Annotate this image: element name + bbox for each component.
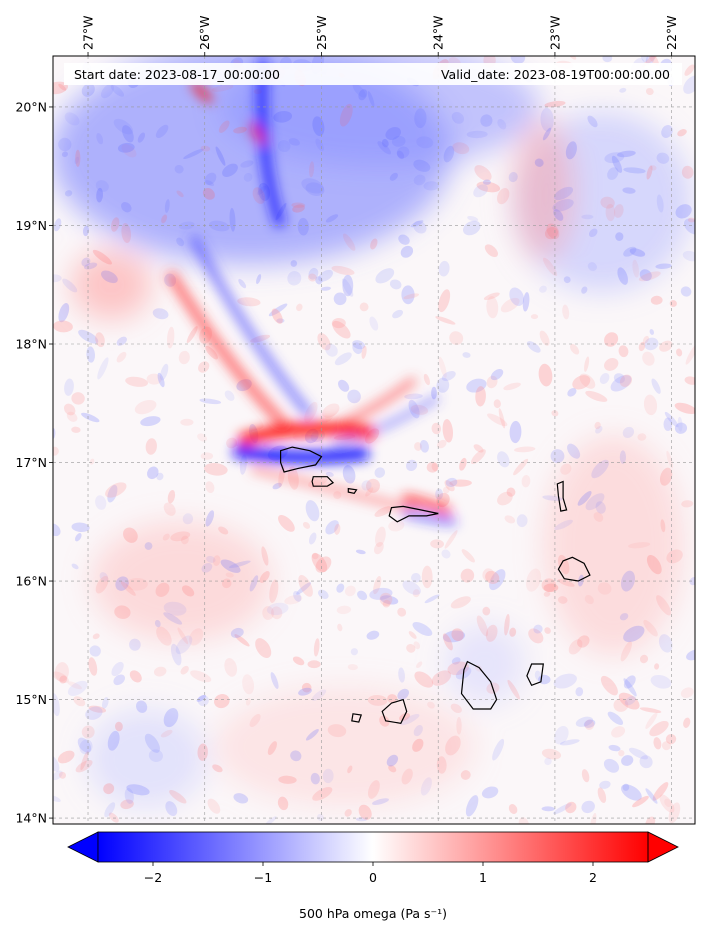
lon-tick-label: 26°W (197, 15, 212, 50)
colorbar-extend-low (67, 831, 99, 863)
lon-tick-label: 25°W (314, 15, 329, 50)
lon-tick-label: 27°W (81, 15, 96, 50)
colorbar-label: 500 hPa omega (Pa s⁻¹) (299, 906, 447, 921)
colorbar-tick-label: 0 (369, 870, 377, 885)
island-santa-luzia (347, 487, 358, 494)
latitude-ticks: 20°N 19°N 18°N 17°N 16°N 15°N 14°N (15, 99, 53, 826)
colorbar-extend-high (647, 831, 679, 863)
lat-tick-label: 18°N (15, 337, 47, 352)
island-boa-vista (557, 556, 591, 582)
colorbar-tick-label: 2 (589, 870, 597, 885)
lat-tick-label: 16°N (15, 574, 47, 589)
colorbar-tick-label: −1 (254, 870, 272, 885)
map-panel: Start date: 2023-08-17_00:00:00 Valid_da… (52, 55, 696, 825)
lon-tick-label: 22°W (664, 15, 679, 50)
colorbar: −2 −1 0 1 2 500 hPa omega (Pa s⁻¹) (67, 831, 679, 921)
date-banner (64, 63, 682, 85)
longitude-ticks: 27°W 26°W 25°W 24°W 23°W 22°W (81, 15, 679, 56)
map-frame (52, 55, 696, 825)
island-santiago (460, 660, 498, 710)
island-sal (556, 480, 568, 512)
island-fogo (381, 698, 408, 724)
colorbar-ticks: −2 −1 0 1 2 (144, 862, 597, 885)
lat-tick-label: 17°N (15, 455, 47, 470)
lat-tick-label: 19°N (15, 218, 47, 233)
gridlines (53, 56, 695, 824)
lat-tick-label: 14°N (15, 811, 47, 826)
colorbar-tick-label: 1 (479, 870, 487, 885)
start-date-label: Start date: 2023-08-17_00:00:00 (74, 67, 280, 82)
valid-date-label: Valid_date: 2023-08-19T00:00:00.00 (441, 67, 670, 82)
island-sao-nicolau (388, 505, 439, 523)
colorbar-tick-label: −2 (144, 870, 162, 885)
island-brava (351, 713, 362, 723)
lat-tick-label: 20°N (15, 99, 47, 114)
lat-tick-label: 15°N (15, 692, 47, 707)
coastlines (280, 446, 591, 724)
island-sao-vicente (311, 476, 335, 487)
colorbar-ramp (98, 832, 648, 862)
lon-tick-label: 23°W (547, 15, 562, 50)
island-santo-antao (280, 446, 323, 473)
lon-tick-label: 24°W (431, 15, 446, 50)
island-maio (526, 663, 544, 687)
